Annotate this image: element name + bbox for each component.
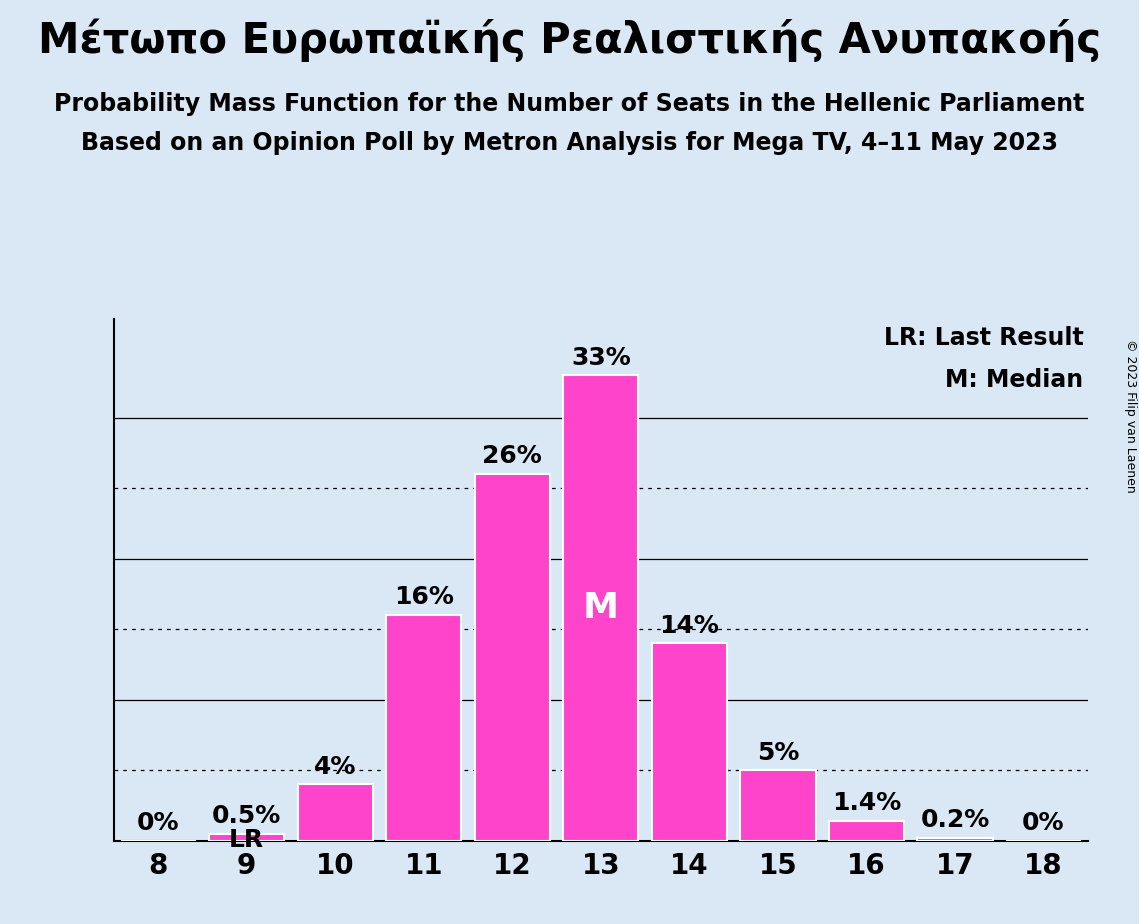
- Text: LR: LR: [229, 828, 264, 852]
- Bar: [829, 821, 904, 841]
- Text: 4%: 4%: [314, 755, 357, 779]
- Text: 5%: 5%: [756, 741, 800, 765]
- Text: M: Median: M: Median: [945, 368, 1083, 392]
- Bar: [210, 833, 285, 841]
- Bar: [917, 838, 992, 841]
- Bar: [297, 784, 372, 841]
- Bar: [563, 375, 639, 841]
- Text: 14%: 14%: [659, 614, 720, 638]
- Text: LR: Last Result: LR: Last Result: [884, 326, 1083, 350]
- Text: Probability Mass Function for the Number of Seats in the Hellenic Parliament: Probability Mass Function for the Number…: [55, 92, 1084, 116]
- Text: 0.2%: 0.2%: [920, 808, 990, 833]
- Text: 16%: 16%: [394, 586, 453, 610]
- Text: 0.5%: 0.5%: [212, 804, 281, 828]
- Text: © 2023 Filip van Laenen: © 2023 Filip van Laenen: [1124, 339, 1137, 492]
- Text: 1.4%: 1.4%: [831, 792, 901, 816]
- Text: 26%: 26%: [483, 444, 542, 468]
- Text: 0%: 0%: [137, 811, 180, 835]
- Text: 0%: 0%: [1022, 811, 1065, 835]
- Text: Based on an Opinion Poll by Metron Analysis for Mega TV, 4–11 May 2023: Based on an Opinion Poll by Metron Analy…: [81, 131, 1058, 155]
- Bar: [740, 771, 816, 841]
- Text: Μέτωπο Ευρωπαϊκής Ρεαλιστικής Ανυπακοής: Μέτωπο Ευρωπαϊκής Ρεαλιστικής Ανυπακοής: [38, 18, 1101, 62]
- Bar: [386, 615, 461, 841]
- Text: M: M: [583, 591, 618, 625]
- Bar: [652, 643, 727, 841]
- Text: 33%: 33%: [571, 346, 631, 370]
- Bar: [475, 474, 550, 841]
